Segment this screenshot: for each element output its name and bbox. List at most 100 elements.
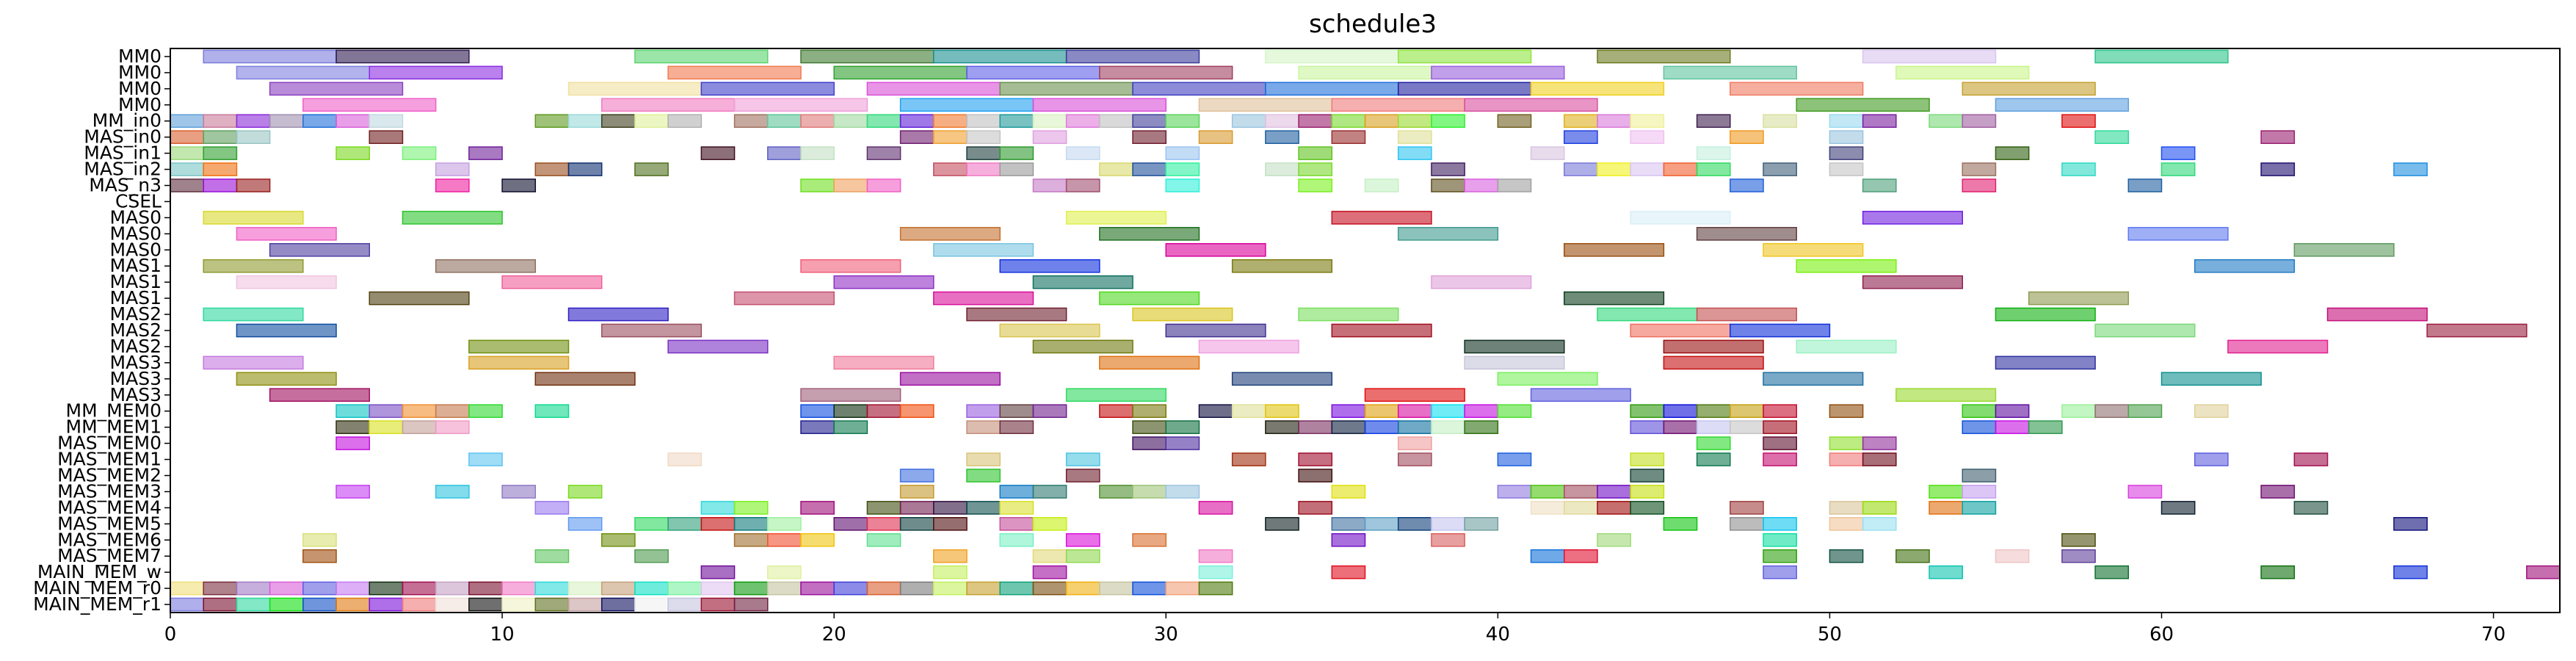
task-bar: [733, 291, 835, 306]
task-bar: [269, 114, 304, 129]
task-bar: [2160, 162, 2196, 176]
task-bar: [1630, 114, 1665, 129]
task-bar: [1530, 388, 1631, 402]
task-bar: [2227, 339, 2329, 354]
task-bar: [1397, 452, 1432, 466]
task-bar: [501, 485, 537, 499]
task-bar: [1497, 372, 1598, 386]
task-bar: [1730, 323, 1831, 338]
task-bar: [966, 65, 1100, 80]
task-bar: [1032, 581, 1067, 596]
task-bar: [1331, 130, 1366, 144]
task-bar: [302, 532, 337, 547]
task-bar: [1564, 114, 1598, 129]
task-bar: [1464, 339, 1565, 354]
task-bar: [1198, 549, 1233, 563]
task-bar: [833, 178, 868, 192]
task-bar: [1065, 452, 1100, 466]
task-bar: [1032, 549, 1067, 563]
task-bar: [1995, 307, 2096, 322]
y-tick-label: MAS_n3: [89, 175, 162, 196]
task-bar: [534, 372, 636, 386]
task-bar: [1065, 211, 1167, 225]
task-bar: [1862, 178, 1897, 192]
task-bar: [468, 146, 503, 160]
task-bar: [1431, 404, 1465, 419]
task-bar: [203, 259, 304, 273]
task-bar: [1696, 436, 1731, 450]
y-tick-label: MAS_MEM4: [57, 496, 162, 518]
task-bar: [1663, 517, 1698, 531]
task-bars: [170, 49, 2561, 612]
task-bar: [1431, 65, 1565, 80]
task-bar: [1165, 242, 1266, 257]
task-bar: [369, 597, 404, 612]
task-bar: [899, 517, 935, 531]
task-bar: [1065, 581, 1100, 596]
task-bar: [1564, 242, 1665, 257]
x-tick-label: 30: [1154, 624, 1178, 646]
task-bar: [1564, 162, 1598, 176]
task-bar: [1597, 485, 1631, 499]
task-bar: [833, 420, 868, 434]
task-bar: [933, 517, 968, 531]
y-tick-label: MAS1: [110, 271, 162, 292]
task-bar: [1464, 404, 1499, 419]
x-tick-label: 20: [822, 624, 846, 646]
task-bar: [468, 404, 503, 419]
task-bar: [1431, 275, 1532, 289]
task-bar: [601, 114, 636, 129]
task-bar: [800, 178, 835, 192]
task-bar: [1065, 549, 1100, 563]
task-bar: [2194, 452, 2229, 466]
y-tick-label: MAS0: [110, 239, 162, 260]
task-bar: [1099, 581, 1133, 596]
y-tick-label: MM0: [118, 62, 162, 83]
task-bar: [1099, 227, 1200, 241]
task-bar: [1564, 130, 1598, 144]
task-bar: [1331, 565, 1366, 579]
task-bar: [933, 162, 968, 176]
task-bar: [1331, 211, 1432, 225]
task-bar: [1730, 501, 1764, 515]
task-bar: [1995, 98, 2130, 112]
task-bar: [966, 162, 1001, 176]
y-tick-label: MAS3: [110, 352, 162, 373]
y-tick-label: MM0: [118, 94, 162, 115]
task-bar: [1099, 162, 1133, 176]
task-bar: [1364, 420, 1399, 434]
task-bar: [767, 581, 802, 596]
task-bar: [634, 517, 669, 531]
task-bar: [1564, 485, 1598, 499]
task-bar: [1099, 355, 1200, 370]
task-bar: [1630, 469, 1665, 483]
task-bar: [866, 517, 901, 531]
task-bar: [1198, 581, 1233, 596]
task-bar: [1397, 146, 1432, 160]
task-bar: [1065, 49, 1200, 64]
task-bar: [567, 597, 603, 612]
task-bar: [899, 581, 935, 596]
task-bar: [1331, 420, 1366, 434]
task-bar: [1630, 323, 1731, 338]
y-tick-label: MAS_MEM0: [57, 433, 162, 454]
task-bar: [667, 65, 802, 80]
task-bar: [1829, 452, 1864, 466]
task-bar: [1132, 532, 1167, 547]
task-bar: [800, 49, 935, 64]
task-bar: [2326, 307, 2428, 322]
task-bar: [899, 485, 935, 499]
task-bar: [402, 146, 437, 160]
task-bar: [1696, 162, 1731, 176]
task-bar: [1431, 532, 1465, 547]
task-bar: [1464, 178, 1499, 192]
task-bar: [1962, 404, 1997, 419]
task-bar: [1065, 469, 1100, 483]
task-bar: [933, 130, 968, 144]
task-bar: [1763, 420, 1797, 434]
task-bar: [1630, 420, 1665, 434]
task-bar: [236, 227, 337, 241]
task-bar: [800, 146, 835, 160]
task-bar: [435, 162, 470, 176]
